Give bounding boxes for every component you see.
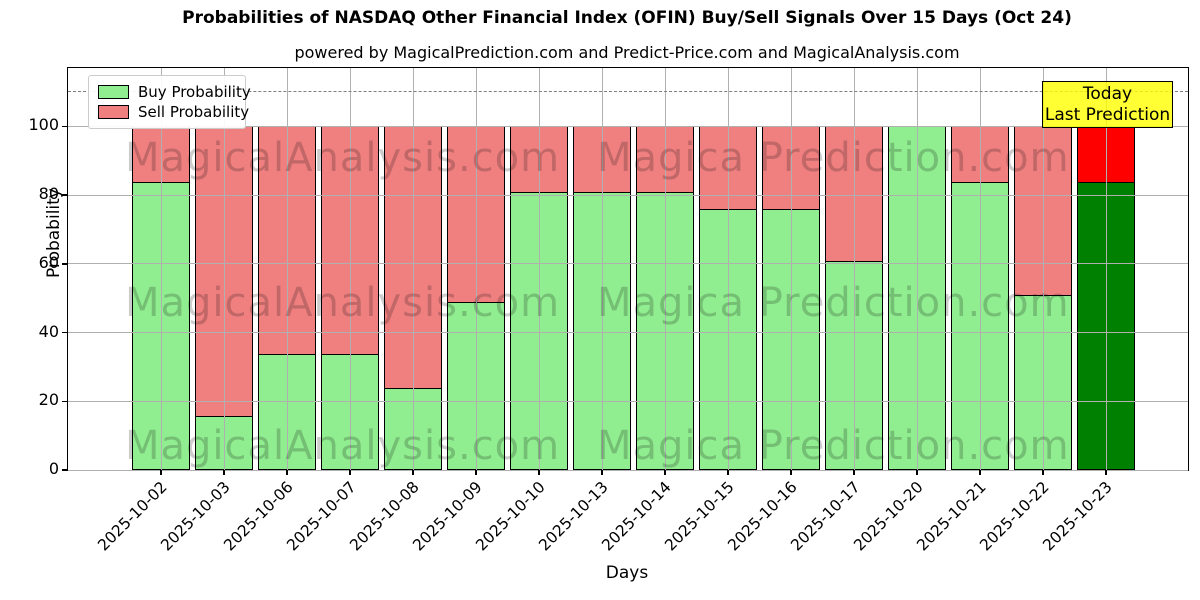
vgridline (160, 68, 162, 470)
legend-label-buy: Buy Probability (138, 83, 251, 101)
dashed-threshold-line (68, 91, 1188, 93)
vgridline (601, 68, 603, 470)
y-tick-label: 80 (38, 184, 59, 204)
x-tick (853, 470, 855, 475)
y-tick-label: 20 (38, 390, 59, 410)
y-tick (62, 400, 67, 402)
y-tick (62, 125, 67, 128)
x-tick (223, 470, 225, 475)
x-tick (601, 470, 603, 475)
x-tick (475, 470, 477, 475)
x-tick (979, 470, 981, 475)
x-tick (538, 470, 540, 475)
x-tick (412, 470, 414, 475)
vgridline (1105, 68, 1107, 470)
x-tick (664, 470, 666, 475)
hgridline (68, 194, 1188, 196)
vgridline (916, 68, 918, 470)
legend-item-buy: Buy Probability (98, 82, 251, 102)
x-tick (160, 470, 162, 475)
watermark-prediction: Magica Prediction.com (597, 423, 1070, 469)
vgridline (1042, 68, 1044, 470)
vgridline (664, 68, 666, 470)
plot-area (62, 67, 1189, 475)
hgridline (68, 332, 1188, 334)
chart-title: Probabilities of NASDAQ Other Financial … (182, 8, 1072, 28)
y-tick-label: 0 (48, 459, 59, 478)
x-axis-label: Days (605, 563, 649, 583)
legend: Buy Probability Sell Probability (88, 75, 251, 129)
today-annotation: Today Last Prediction (1042, 81, 1173, 128)
legend-item-sell: Sell Probability (98, 102, 249, 122)
vgridline (286, 68, 288, 470)
watermark-analysis: MagicalAnalysis.com (125, 135, 561, 181)
x-tick (286, 470, 288, 475)
vgridline (538, 68, 540, 470)
chart-subtitle: powered by MagicalPrediction.com and Pre… (294, 43, 960, 62)
vgridline (727, 68, 729, 470)
y-tick (62, 331, 67, 334)
hgridline (68, 469, 1188, 471)
vgridline (979, 68, 981, 470)
hgridline (68, 125, 1188, 127)
x-tick (349, 470, 351, 475)
y-tick-label: 40 (38, 321, 59, 341)
watermark-analysis: MagicalAnalysis.com (125, 423, 561, 469)
today-annotation-line1: Today (1082, 83, 1133, 104)
hgridline (68, 400, 1188, 402)
y-tick (62, 263, 67, 265)
vgridline (790, 68, 792, 470)
vgridline (853, 68, 855, 470)
vgridline (223, 68, 225, 470)
vgridline (475, 68, 477, 470)
hgridline (68, 263, 1188, 265)
y-tick-label: 60 (38, 252, 59, 272)
watermark-prediction: Magica Prediction.com (597, 280, 1070, 326)
x-tick (1042, 470, 1044, 475)
x-tick (727, 470, 729, 475)
x-tick (1105, 470, 1107, 475)
vgridline (412, 68, 414, 470)
watermark-prediction: Magica Prediction.com (597, 135, 1070, 181)
buy-swatch-icon (98, 85, 129, 99)
vgridline (349, 68, 351, 470)
y-tick (62, 194, 67, 196)
x-tick (790, 470, 792, 475)
y-tick (62, 469, 67, 471)
x-tick (916, 470, 918, 475)
today-annotation-line2: Last Prediction (1044, 104, 1171, 125)
sell-swatch-icon (98, 105, 129, 119)
watermark-analysis: MagicalAnalysis.com (125, 280, 561, 326)
legend-label-sell: Sell Probability (138, 103, 250, 121)
y-tick-label: 100 (28, 115, 59, 135)
